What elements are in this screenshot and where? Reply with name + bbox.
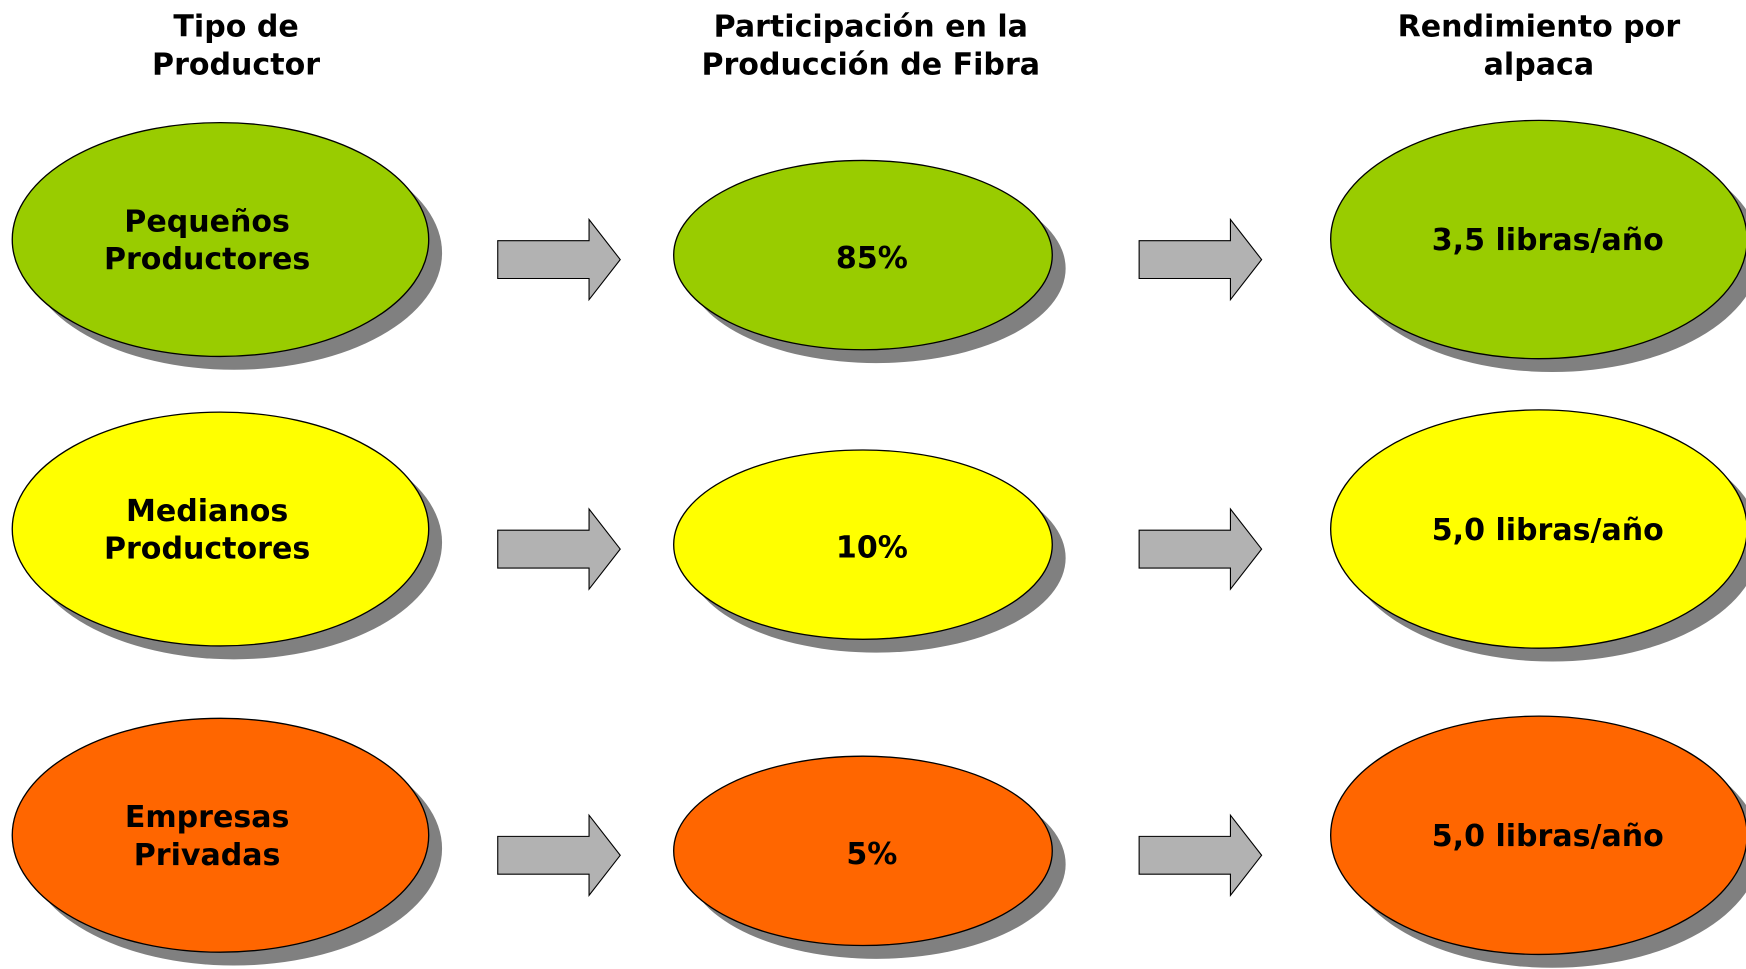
- yield: 5,0 libras/año: [1432, 513, 1664, 548]
- column-header: Producción de Fibra: [701, 47, 1040, 82]
- share: 85%: [836, 241, 908, 276]
- producer-type: Empresas: [125, 800, 290, 835]
- arrow: [1138, 507, 1263, 591]
- arrow: [1138, 217, 1263, 302]
- ellipse: [673, 755, 1053, 947]
- ellipse: [11, 411, 430, 647]
- arrow: [497, 813, 621, 898]
- yield: 3,5 libras/año: [1432, 223, 1664, 258]
- column-header: Rendimiento por: [1398, 9, 1681, 44]
- arrow: [497, 507, 621, 591]
- yield: 5,0 libras/año: [1432, 819, 1664, 854]
- ellipse: [11, 717, 430, 953]
- ellipse: [1330, 715, 1746, 956]
- ellipse: [673, 449, 1053, 640]
- producer-type: Productores: [104, 242, 310, 277]
- ellipse: [1330, 119, 1746, 360]
- column-header: Tipo de: [173, 9, 298, 44]
- column-header: Participación en la: [714, 9, 1028, 44]
- producer-type: Medianos: [126, 494, 288, 529]
- share: 5%: [846, 837, 897, 872]
- producer-type: Productores: [104, 532, 310, 567]
- column-header: Productor: [152, 47, 320, 82]
- share: 10%: [836, 531, 908, 566]
- ellipse: [673, 159, 1053, 351]
- arrow: [1138, 813, 1263, 898]
- ellipse: [1330, 409, 1746, 649]
- producer-type: Pequeños: [124, 204, 290, 239]
- column-header: alpaca: [1484, 47, 1594, 82]
- ellipse: [11, 121, 430, 358]
- arrow: [497, 217, 621, 302]
- producer-type: Privadas: [134, 838, 281, 873]
